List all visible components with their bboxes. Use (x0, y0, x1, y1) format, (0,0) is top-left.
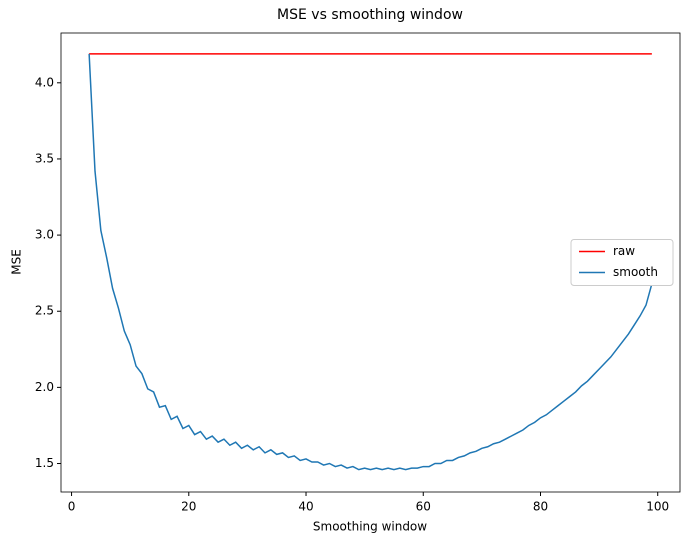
x-tick-label: 60 (416, 500, 431, 514)
line (88, 53, 653, 471)
legend-label: smooth (613, 265, 658, 279)
plot-frame (60, 32, 681, 493)
x-tick-label: 20 (181, 500, 196, 514)
y-axis-label: MSE (10, 249, 24, 275)
x-tick-label: 40 (298, 500, 313, 514)
y-tick-label: 4.0 (35, 75, 54, 89)
x-tick-label: 0 (68, 500, 76, 514)
x-tick-label: 100 (646, 500, 669, 514)
y-tick-label: 1.5 (35, 456, 54, 470)
legend-label: raw (613, 244, 635, 258)
x-tick-label: 80 (533, 500, 548, 514)
x-axis-label: Smoothing window (313, 520, 427, 534)
y-tick-label: 3.5 (35, 151, 54, 165)
y-tick-label: 2.5 (35, 304, 54, 318)
y-tick-label: 3.0 (35, 228, 54, 242)
chart-title: MSE vs smoothing window (277, 7, 463, 23)
y-tick-label: 2.0 (35, 380, 54, 394)
